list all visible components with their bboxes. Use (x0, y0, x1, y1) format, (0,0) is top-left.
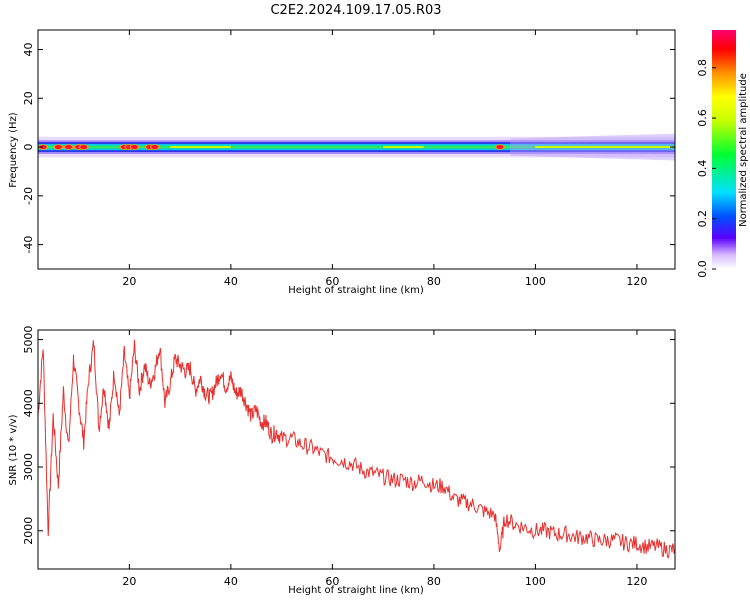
colorbar-ticks: 0.0 0.2 0.4 0.6 0.8 (696, 59, 716, 278)
snr-x-tick-label: 100 (525, 575, 546, 588)
band-layer-4 (38, 145, 675, 149)
spectrogram-frame (37, 29, 676, 270)
spectrogram-x-ticks: 20 40 60 80 100 120 (122, 30, 647, 288)
snr-x-tick-label: 120 (626, 575, 647, 588)
snr-y-ticks: 5000 4000 3000 2000 (22, 326, 675, 545)
hotspot-4 (80, 145, 88, 150)
spectral-hotspots (38, 144, 505, 150)
snr-y-tick-label: 5000 (22, 326, 35, 354)
colorbar: 0.0 0.2 0.4 0.6 0.8 Normalized spectral ampl… (696, 30, 749, 278)
spectrogram-y-axis-label: Frequency (Hz) (8, 112, 19, 188)
spectrogram-x-tick-label: 20 (122, 275, 136, 288)
snr-x-tick-label: 80 (427, 575, 441, 588)
snr-x-ticks: 20 40 60 80 100 120 (122, 330, 647, 588)
figure-title: C2E2.2024.109.17.05.R03 (270, 3, 441, 18)
colorbar-tick-label: 0.6 (696, 109, 709, 127)
spectrogram-y-tick-label: 20 (22, 91, 35, 105)
snr-x-tick-label: 40 (224, 575, 238, 588)
colorbar-tick-label: 0.2 (696, 210, 709, 228)
hotspot-7 (130, 145, 138, 150)
spectrogram-panel: 20 40 60 80 100 120 40 20 0 -20 -40 Height of str… (8, 29, 676, 296)
snr-series-line (38, 339, 675, 560)
snr-x-tick-label: 60 (325, 575, 339, 588)
spectrogram-x-tick-label: 100 (525, 275, 546, 288)
hotspot-10 (496, 145, 504, 150)
spectrogram-x-tick-label: 120 (626, 275, 647, 288)
colorbar-tick-label: 0.8 (696, 59, 709, 77)
spectrogram-y-tick-label: 40 (22, 43, 35, 57)
colorbar-gradient (712, 30, 736, 269)
spectrogram-x-tick-label: 80 (427, 275, 441, 288)
colorbar-tick-label: 0.0 (696, 260, 709, 278)
spectrogram-y-tick-label: 0 (22, 144, 35, 151)
spectrogram-plot-area (38, 30, 675, 269)
snr-frame (37, 329, 676, 570)
spectrogram-x-tick-label: 40 (224, 275, 238, 288)
spectrogram-y-ticks: 40 20 0 -20 -40 (22, 43, 675, 254)
colorbar-label: Normalized spectral amplitude (738, 73, 749, 227)
hotspot-9 (151, 145, 159, 150)
snr-y-tick-label: 4000 (22, 389, 35, 417)
snr-y-tick-label: 2000 (22, 517, 35, 545)
hotspot-1 (54, 145, 62, 150)
snr-panel: 20 40 60 80 100 120 5000 4000 3000 2000 Height o… (8, 326, 676, 596)
spectrogram-y-tick-label: -20 (22, 187, 35, 205)
spectrogram-y-tick-label: -40 (22, 236, 35, 254)
spectral-band (38, 133, 675, 161)
spectrogram-x-tick-label: 60 (325, 275, 339, 288)
colorbar-tick-label: 0.4 (696, 160, 709, 178)
snr-x-axis-label: Height of straight line (km) (288, 585, 424, 596)
snr-x-tick-label: 20 (122, 575, 136, 588)
hotspot-0 (39, 145, 47, 150)
hotspot-2 (64, 145, 72, 150)
spectrogram-x-axis-label: Height of straight line (km) (288, 285, 424, 296)
snr-y-axis-label: SNR (10 * v/v) (8, 414, 19, 485)
snr-y-tick-label: 3000 (22, 453, 35, 481)
